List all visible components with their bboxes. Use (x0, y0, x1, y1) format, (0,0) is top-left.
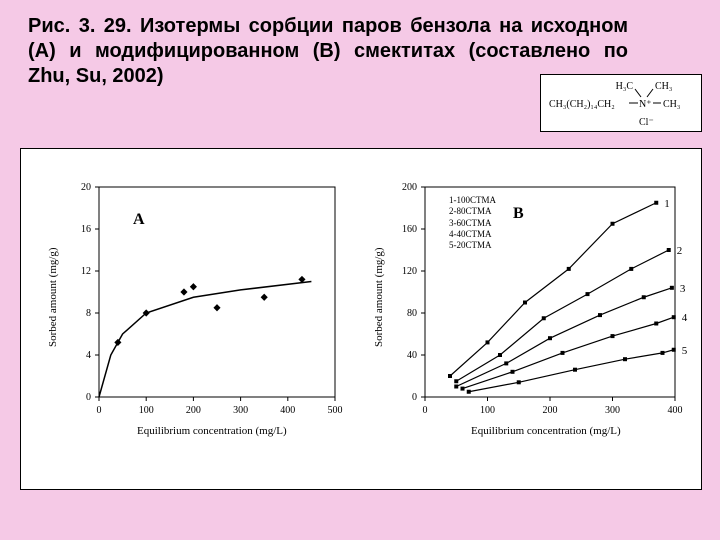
formula-chain: CH₃(CH₂)₁₄CH₂ (549, 99, 615, 110)
chart-a-letter: A (133, 211, 145, 229)
svg-text:40: 40 (407, 350, 417, 361)
svg-text:300: 300 (233, 405, 248, 416)
svg-text:160: 160 (402, 224, 417, 235)
svg-text:400: 400 (280, 405, 295, 416)
svg-text:500: 500 (328, 405, 343, 416)
chart-b-legend: 1-100CTMA 2-80CTMA 3-60CTMA 4-40CTMA 5-2… (449, 195, 496, 251)
svg-text:3: 3 (680, 283, 686, 295)
legend-item: 1-100CTMA (449, 195, 496, 206)
formula-cl: Cl⁻ (639, 117, 654, 128)
chemical-formula: H₃C CH₃ CH₃(CH₂)₁₄CH₂ N⁺ CH₃ Cl⁻ (540, 74, 702, 132)
legend-item: 3-60CTMA (449, 218, 496, 229)
chart-b: 0 100 200 300 400 0 40 80 120 160 200 1 2 3 4 5 B Sorbe… (365, 167, 695, 467)
chart-b-svg: 0 100 200 300 400 0 40 80 120 160 200 1 2 3 4 5 (365, 167, 695, 467)
formula-h3c: H₃C (616, 81, 634, 92)
svg-text:4: 4 (682, 312, 688, 324)
svg-text:300: 300 (605, 405, 620, 416)
legend-item: 5-20CTMA (449, 240, 496, 251)
svg-text:20: 20 (81, 182, 91, 193)
svg-text:2: 2 (677, 245, 683, 257)
svg-text:0: 0 (97, 405, 102, 416)
formula-ch3a: CH₃ (655, 81, 672, 92)
chart-a: 0 100 200 300 400 500 0 4 8 12 16 20 A Sorbed amoun… (37, 167, 347, 467)
svg-text:5: 5 (682, 345, 688, 357)
svg-text:100: 100 (139, 405, 154, 416)
formula-ch3b: CH₃ (663, 99, 680, 110)
chart-a-ylabel: Sorbed amount (mg/g) (47, 247, 59, 347)
chart-b-letter: B (513, 205, 524, 223)
slide: Рис. 3. 29. Изотермы сорбции паров бензо… (0, 0, 720, 540)
svg-text:0: 0 (423, 405, 428, 416)
svg-text:120: 120 (402, 266, 417, 277)
svg-text:80: 80 (407, 308, 417, 319)
chart-b-xlabel: Equilibrium concentration (mg/L) (471, 425, 621, 437)
svg-text:200: 200 (402, 182, 417, 193)
svg-text:12: 12 (81, 266, 91, 277)
chart-a-xlabel: Equilibrium concentration (mg/L) (137, 425, 287, 437)
svg-text:200: 200 (543, 405, 558, 416)
svg-text:400: 400 (668, 405, 683, 416)
legend-item: 2-80CTMA (449, 206, 496, 217)
svg-text:16: 16 (81, 224, 91, 235)
svg-text:4: 4 (86, 350, 91, 361)
charts-panel: 0100200300400500048121620 A Sorbed amoun… (20, 148, 702, 490)
svg-text:200: 200 (186, 405, 201, 416)
chart-a-svg: 0 100 200 300 400 500 0 4 8 12 16 20 (37, 167, 347, 467)
svg-text:0: 0 (86, 392, 91, 403)
svg-text:8: 8 (86, 308, 91, 319)
chart-b-ylabel: Sorbed amount (mg/g) (373, 247, 385, 347)
svg-text:0: 0 (412, 392, 417, 403)
svg-text:100: 100 (480, 405, 495, 416)
legend-item: 4-40CTMA (449, 229, 496, 240)
figure-caption: Рис. 3. 29. Изотермы сорбции паров бензо… (28, 14, 628, 89)
svg-text:1: 1 (664, 198, 670, 210)
formula-n: N⁺ (639, 99, 652, 110)
